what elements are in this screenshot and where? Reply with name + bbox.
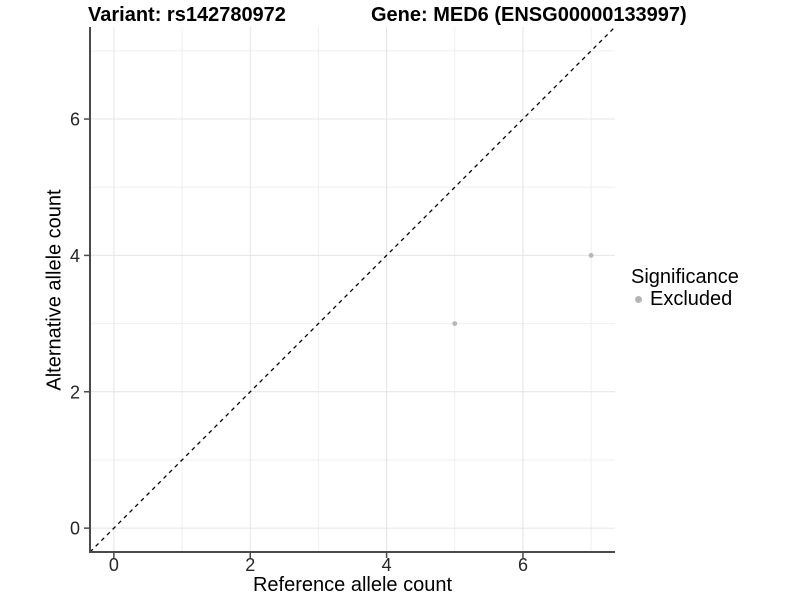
y-axis-label: Alternative allele count — [43, 189, 66, 391]
data-point — [588, 253, 594, 258]
legend-entries: Excluded — [631, 288, 739, 310]
plot-title-gene: Gene: MED6 (ENSG00000133997) — [371, 4, 687, 26]
plot-title-variant: Variant: rs142780972 — [88, 4, 286, 26]
legend-title: Significance — [631, 266, 739, 288]
y-tick-label: 0 — [70, 519, 80, 539]
legend-point-icon — [635, 295, 642, 303]
legend-entry: Excluded — [635, 288, 739, 310]
x-tick-label: 4 — [382, 555, 392, 575]
y-tick-label: 2 — [70, 382, 80, 402]
y-tick-label: 4 — [70, 246, 80, 266]
x-tick-label: 6 — [518, 555, 528, 575]
data-point — [452, 321, 458, 326]
x-axis-label: Reference allele count — [252, 574, 452, 596]
x-tick-label: 0 — [109, 555, 119, 575]
x-tick-label: 2 — [245, 555, 255, 575]
legend: Significance Excluded — [631, 266, 739, 310]
legend-entry-label: Excluded — [650, 288, 733, 310]
y-tick-label: 6 — [70, 110, 80, 130]
identity-dashed-line — [89, 26, 616, 553]
